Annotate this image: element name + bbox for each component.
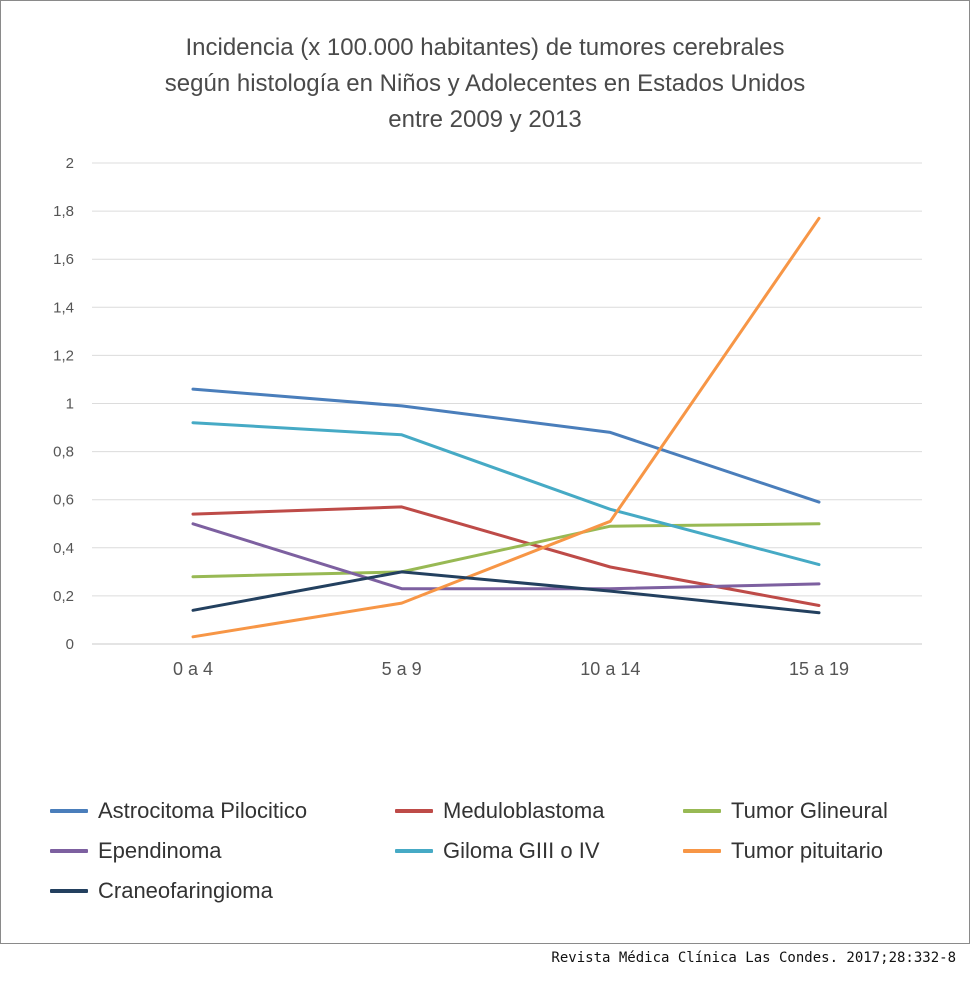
y-tick-label: 1,4	[53, 299, 74, 316]
figure-frame	[0, 0, 970, 944]
chart-title: Incidencia (x 100.000 habitantes) de tum…	[0, 30, 970, 138]
chart-title-line: entre 2009 y 2013	[388, 106, 582, 133]
series-line-5	[191, 421, 821, 567]
y-tick-label: 0,8	[53, 444, 74, 461]
source-citation: Revista Médica Clínica Las Condes. 2017;…	[551, 950, 956, 966]
series-line-6	[191, 216, 821, 639]
y-tick-label: 0,2	[53, 588, 74, 605]
gridlines	[92, 162, 922, 645]
y-tick-label: 2	[66, 155, 74, 172]
x-tick-label: 5 a 9	[382, 659, 422, 679]
x-axis: 0 a 4 5 a 9 10 a 14 15 a 19	[173, 659, 849, 679]
series-line-7	[191, 570, 821, 615]
line-chart: 0 0,2 0,4 0,6 0,8 1 1,2 1,4 1,6 1,8 2 0 a 4 5 a 9 10…	[53, 155, 922, 679]
chart-title-line: según histología en Niños y Adolecentes …	[164, 70, 806, 97]
series-line-2	[191, 505, 821, 607]
y-tick-label: 0,6	[53, 492, 74, 509]
y-axis: 0 0,2 0,4 0,6 0,8 1 1,2 1,4 1,6 1,8 2	[53, 155, 74, 653]
x-tick-label: 0 a 4	[173, 659, 213, 679]
x-tick-label: 10 a 14	[580, 659, 640, 679]
series-lines	[191, 216, 821, 639]
series-line-1	[191, 387, 821, 504]
y-tick-label: 1,8	[53, 203, 74, 220]
y-tick-label: 1	[66, 396, 74, 413]
y-tick-label: 0,4	[53, 540, 74, 557]
series-line-4	[191, 522, 821, 591]
y-tick-label: 0	[66, 636, 74, 653]
y-tick-label: 1,6	[53, 251, 74, 268]
series-line-3	[191, 522, 821, 579]
x-tick-label: 15 a 19	[789, 659, 849, 679]
y-tick-label: 1,2	[53, 347, 74, 364]
chart-title-line: Incidencia (x 100.000 habitantes) de tum…	[185, 34, 785, 61]
